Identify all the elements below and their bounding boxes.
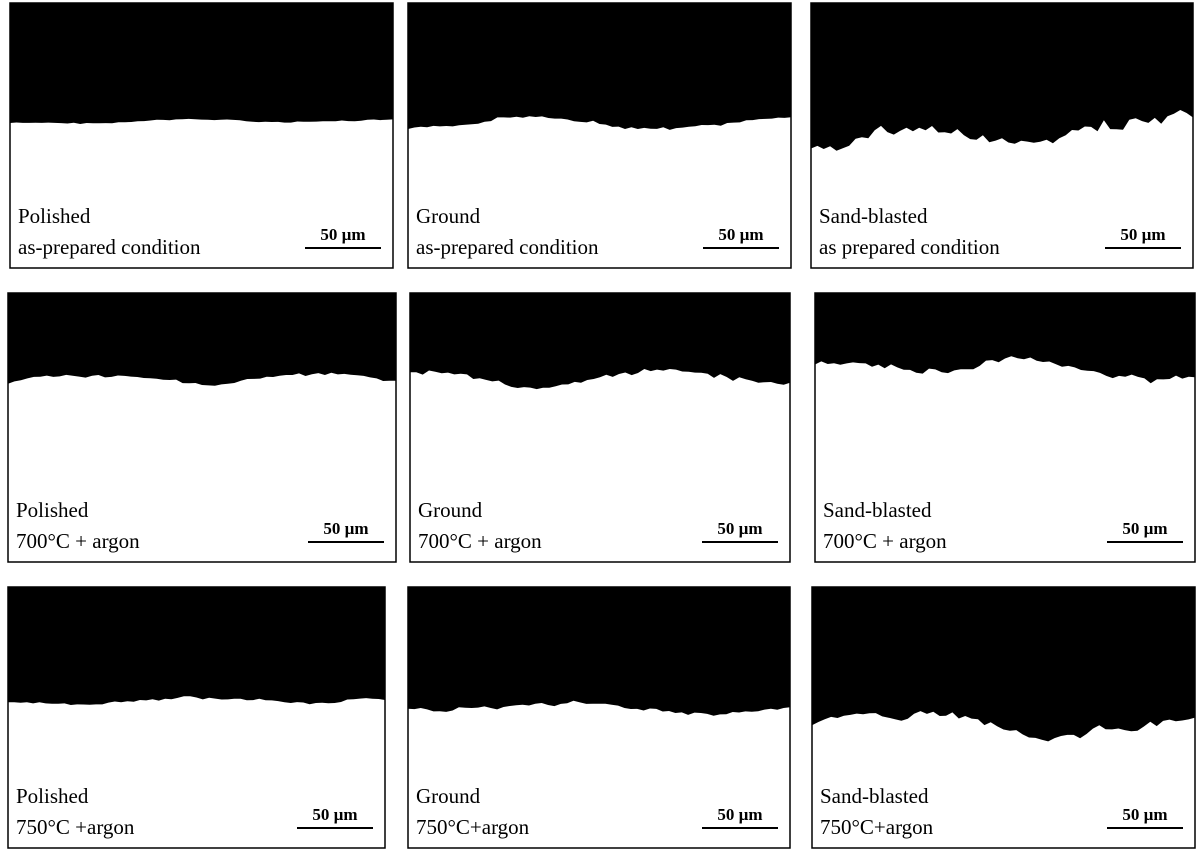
caption-line-1: Sand-blasted <box>819 204 928 228</box>
panel: d) Polished 700°C + argon 50 µm <box>8 293 396 562</box>
panel: f) Sand-blasted 700°C + argon 50 µm <box>815 293 1195 562</box>
panel-label: h) <box>418 597 436 622</box>
caption-line-1: Sand-blasted <box>823 498 932 522</box>
caption-line-2: 700°C + argon <box>418 529 542 553</box>
panel-label: g) <box>18 597 36 622</box>
figure: a) Polished as-prepared condition 50 µm b) Gr… <box>0 0 1197 850</box>
oxide-region <box>10 3 393 124</box>
caption-line-1: Ground <box>416 204 481 228</box>
scale-label: 50 µm <box>312 805 357 824</box>
scale-label: 50 µm <box>323 519 368 538</box>
panel-label: i) <box>822 597 835 622</box>
panel-label: b) <box>418 13 436 38</box>
caption-line-2: as prepared condition <box>819 235 1000 259</box>
caption-line-2: 750°C+argon <box>416 815 530 839</box>
caption-line-1: Polished <box>18 204 91 228</box>
caption-line-2: as-prepared condition <box>18 235 201 259</box>
scale-label: 50 µm <box>717 519 762 538</box>
oxide-region <box>408 3 791 130</box>
scale-label: 50 µm <box>1122 805 1167 824</box>
scale-label: 50 µm <box>718 225 763 244</box>
panel: a) Polished as-prepared condition 50 µm <box>10 3 393 268</box>
caption-line-1: Sand-blasted <box>820 784 929 808</box>
panel: g) Polished 750°C +argon 50 µm <box>8 587 385 848</box>
caption-line-2: 750°C+argon <box>820 815 934 839</box>
caption-line-1: Ground <box>416 784 481 808</box>
panel: c) Sand-blasted as prepared condition 50 µm <box>811 3 1193 268</box>
caption-line-2: 700°C + argon <box>823 529 947 553</box>
panel-label: d) <box>18 303 36 328</box>
panel-label: f) <box>825 303 840 328</box>
oxide-region <box>8 587 385 705</box>
caption-line-2: as-prepared condition <box>416 235 599 259</box>
panel: b) Ground as-prepared condition 50 µm <box>408 3 791 268</box>
oxide-region <box>8 293 396 386</box>
panel: h) Ground 750°C+argon 50 µm <box>408 587 790 848</box>
panel: i) Sand-blasted 750°C+argon 50 µm <box>812 587 1195 848</box>
panel-label: a) <box>20 13 37 38</box>
scale-label: 50 µm <box>320 225 365 244</box>
scale-label: 50 µm <box>1122 519 1167 538</box>
scale-label: 50 µm <box>717 805 762 824</box>
panel: e) Ground 700°C + argon 50 µm <box>410 293 790 562</box>
panel-label: e) <box>420 303 437 328</box>
scale-label: 50 µm <box>1120 225 1165 244</box>
caption-line-1: Polished <box>16 784 89 808</box>
caption-line-2: 750°C +argon <box>16 815 135 839</box>
caption-line-1: Polished <box>16 498 89 522</box>
caption-line-1: Ground <box>418 498 483 522</box>
panel-label: c) <box>821 13 838 38</box>
caption-line-2: 700°C + argon <box>16 529 140 553</box>
oxide-region <box>408 587 790 716</box>
